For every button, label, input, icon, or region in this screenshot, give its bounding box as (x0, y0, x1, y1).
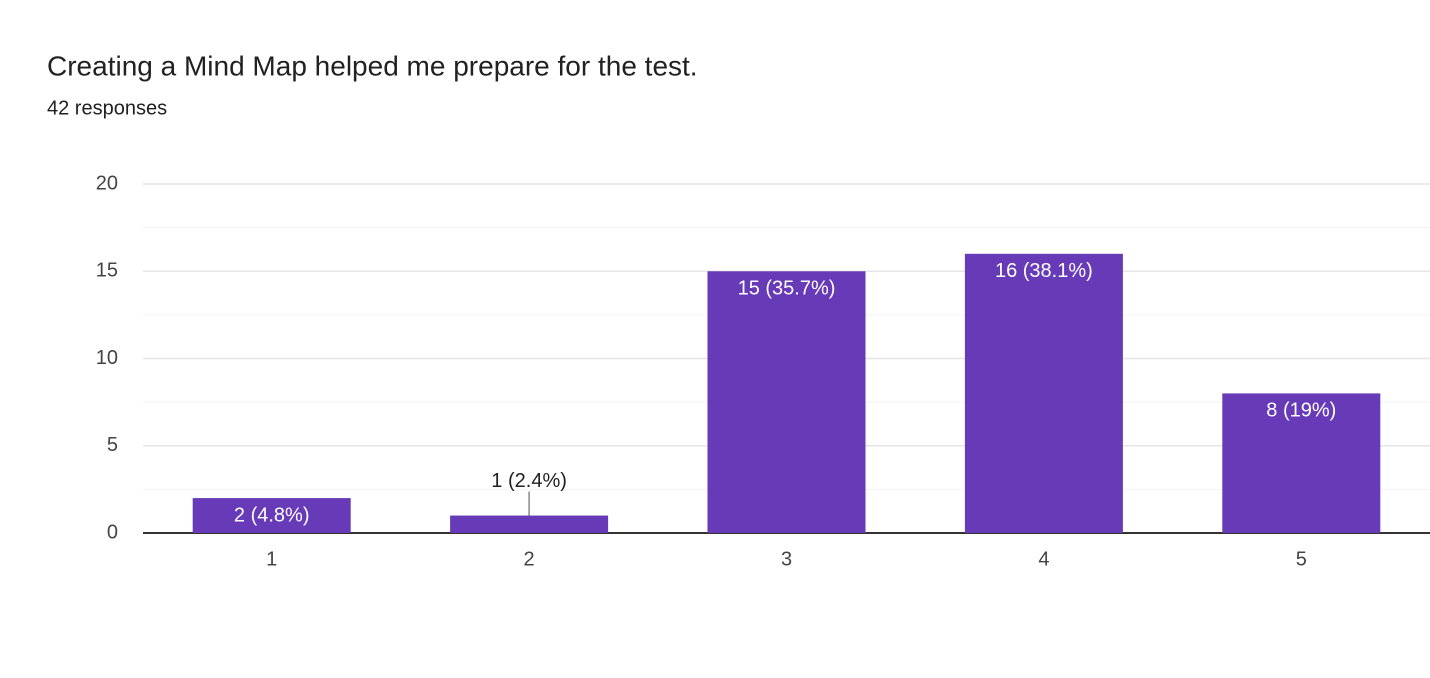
data-label: 2 (4.8%) (234, 504, 310, 526)
chart-title: Creating a Mind Map helped me prepare fo… (47, 50, 698, 81)
data-label: 8 (19%) (1266, 400, 1336, 422)
x-tick-label: 1 (266, 548, 277, 570)
bar (964, 253, 1123, 534)
bar (450, 515, 609, 533)
chart-subtitle: 42 responses (47, 97, 167, 119)
y-tick-label: 10 (96, 347, 118, 369)
y-tick-label: 0 (107, 521, 118, 543)
data-label: 1 (2.4%) (491, 470, 567, 492)
x-tick-label: 5 (1296, 548, 1307, 570)
x-tick-label: 3 (781, 548, 792, 570)
bar (1222, 393, 1381, 533)
y-tick-label: 5 (107, 434, 118, 456)
data-label: 16 (38.1%) (995, 260, 1093, 282)
x-tick-label: 2 (524, 548, 535, 570)
bar (192, 498, 351, 533)
y-tick-label: 15 (96, 260, 118, 282)
y-tick-label: 20 (96, 172, 118, 194)
x-tick-label: 4 (1038, 548, 1049, 570)
data-label: 15 (35.7%) (738, 278, 836, 300)
bar (707, 271, 866, 533)
